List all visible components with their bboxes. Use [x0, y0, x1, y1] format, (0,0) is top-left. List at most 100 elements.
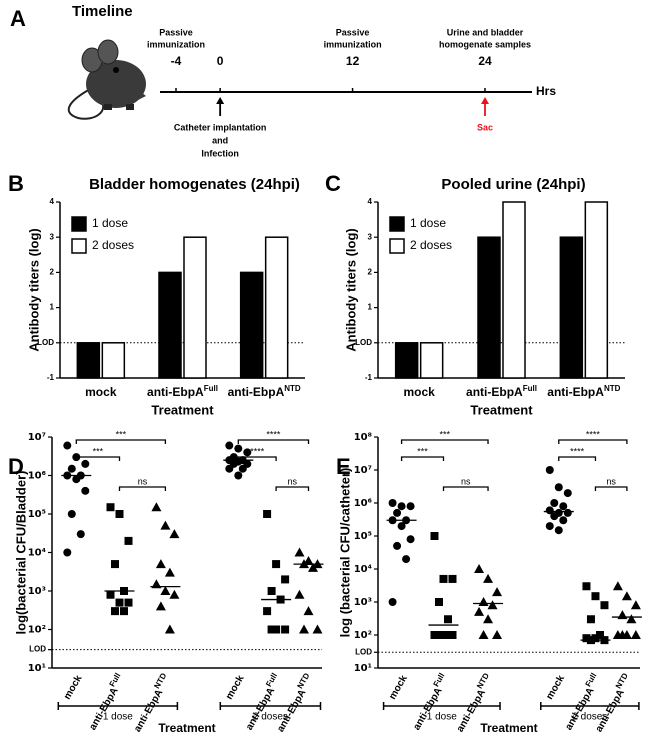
timeline-event-label: Passive	[336, 27, 370, 37]
data-point	[281, 575, 290, 584]
panel-label: A	[10, 6, 26, 31]
data-point	[81, 459, 90, 468]
data-point	[559, 502, 568, 511]
x-tick-label-sup: Full	[583, 671, 598, 688]
data-point	[263, 607, 272, 616]
data-point	[474, 564, 485, 573]
x-tick-label: anti-EbpANTD	[547, 384, 620, 400]
timeline-event-label: Sac	[477, 122, 493, 132]
y-tick-label: 10⁷	[28, 432, 46, 443]
legend-swatch	[389, 216, 405, 232]
timeline-event-label: immunization	[324, 39, 382, 49]
x-tick-label-main: mock	[403, 385, 435, 399]
significance-label: ns	[138, 476, 148, 486]
x-tick-label-main: anti-EbpA	[87, 686, 120, 732]
y-tick-label: LOD	[37, 338, 54, 347]
chart-title: Bladder homogenates (24hpi)	[89, 176, 300, 193]
y-tick-label: 1	[368, 303, 373, 312]
x-tick-label: mock	[387, 673, 410, 702]
x-tick-label-main: anti-EbpA	[411, 686, 444, 732]
data-point	[234, 471, 243, 480]
data-point	[474, 606, 485, 616]
group-label: 1 dose	[427, 712, 457, 723]
x-axis-label: Treatment	[470, 402, 533, 417]
x-tick-label-sup: NTD	[614, 671, 630, 690]
significance-label: ***	[93, 446, 104, 456]
y-tick-label: 10⁶	[354, 498, 372, 509]
bar	[183, 236, 207, 379]
data-point	[435, 631, 443, 639]
data-point	[303, 606, 314, 616]
x-tick-label-sup: NTD	[604, 384, 621, 393]
x-tick-label: anti-EbpAFull	[84, 671, 128, 732]
significance-bracket	[558, 456, 597, 461]
data-point	[308, 562, 318, 572]
data-point	[545, 522, 554, 531]
significance-label: ns	[606, 476, 616, 486]
significance-label: ***	[116, 429, 127, 439]
x-tick-label-sup: Full	[107, 671, 122, 688]
data-point	[72, 475, 81, 484]
y-tick-label: 3	[368, 232, 373, 241]
panel-label: C	[325, 171, 341, 196]
data-point	[243, 448, 252, 457]
data-point	[225, 464, 234, 473]
timeline-event-label: Passive	[159, 27, 193, 37]
data-point	[63, 548, 72, 557]
y-tick-label: 4	[368, 197, 373, 206]
data-point	[559, 516, 568, 525]
data-point	[492, 587, 503, 597]
data-point	[164, 624, 175, 634]
data-point	[124, 536, 133, 545]
data-point	[160, 520, 171, 530]
data-point	[444, 631, 452, 639]
y-tick-label: 10⁴	[354, 564, 372, 575]
data-point	[487, 600, 498, 610]
data-point	[312, 624, 323, 634]
data-point	[600, 601, 609, 610]
data-point	[234, 444, 243, 453]
data-point	[111, 607, 119, 616]
x-tick-label-main: anti-EbpA	[228, 385, 285, 399]
data-point	[294, 589, 305, 599]
data-point	[630, 600, 641, 610]
x-tick-label-sup: NTD	[475, 671, 491, 690]
y-tick-label: 10⁵	[354, 531, 372, 542]
data-point	[267, 587, 276, 595]
timeline-event-label: Urine and bladder	[447, 27, 524, 37]
legend-swatch	[71, 216, 87, 232]
x-tick-label-main: anti-EbpA	[563, 686, 596, 732]
data-point	[483, 614, 494, 624]
data-point	[626, 614, 637, 624]
data-point	[430, 532, 439, 540]
data-point	[617, 610, 628, 620]
group-bracket	[57, 702, 179, 710]
timeline-event-label: Infection	[201, 148, 239, 158]
x-tick-label: mock	[62, 673, 85, 702]
y-tick-label: 1	[50, 303, 55, 312]
panel-label: E	[336, 454, 351, 479]
y-tick-label: 10⁶	[28, 471, 46, 482]
data-point	[435, 598, 443, 606]
data-point	[155, 601, 166, 611]
data-point	[67, 510, 76, 518]
bar	[559, 236, 584, 379]
data-point	[582, 582, 591, 591]
y-tick-label: LOD	[355, 647, 372, 656]
data-point	[591, 634, 600, 643]
data-point	[545, 506, 554, 515]
data-point	[397, 522, 406, 531]
group-bracket	[540, 702, 640, 710]
y-tick-label: 10²	[28, 625, 46, 636]
timeline-arrow-head	[481, 97, 489, 104]
x-tick-label-main: anti-EbpA	[547, 385, 604, 399]
legend-label: 1 dose	[410, 216, 446, 230]
data-point	[272, 560, 281, 569]
group-bracket	[219, 702, 322, 710]
data-point	[164, 567, 175, 577]
panel-label: B	[8, 171, 24, 196]
significance-label: ****	[266, 429, 281, 439]
data-point	[402, 555, 411, 564]
x-tick-label: anti-EbpANTD	[272, 671, 317, 734]
